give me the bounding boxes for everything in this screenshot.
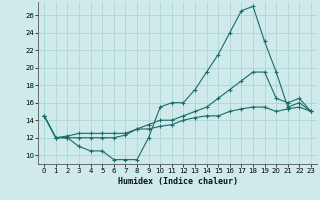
X-axis label: Humidex (Indice chaleur): Humidex (Indice chaleur) xyxy=(118,177,238,186)
